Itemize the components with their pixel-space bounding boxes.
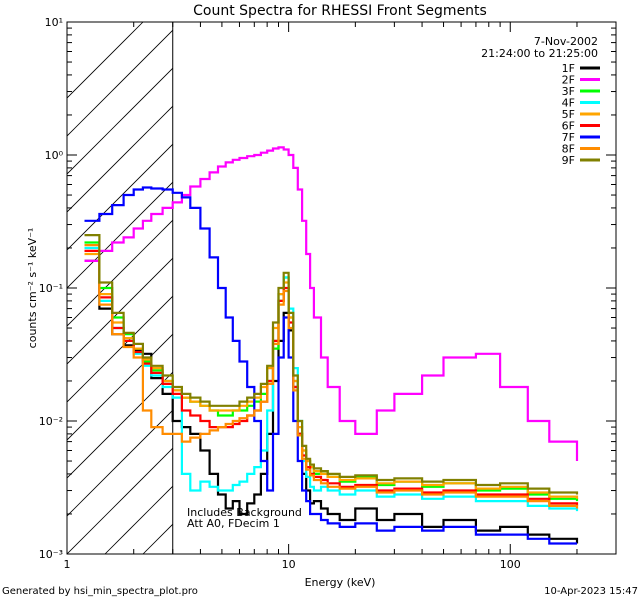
timestamp-footer: 10-Apr-2023 15:47 (544, 586, 638, 597)
x-axis-label: Energy (keV) (305, 576, 376, 589)
x-tick-label: 1 (64, 558, 71, 571)
legend-label-7F: 7F (562, 131, 575, 144)
hatch-line (67, 371, 173, 479)
x-tick-label: 10 (282, 558, 296, 571)
legend-label-1F: 1F (562, 62, 575, 75)
legend-label-4F: 4F (562, 97, 575, 110)
series-2F (84, 146, 579, 461)
hatch-line (67, 29, 173, 137)
hatch-line (67, 409, 173, 517)
axes: 1 10 100 10⁻³ 10⁻² 10⁻¹ 10⁰ 10¹ (39, 16, 617, 571)
plot-area (66, 21, 617, 555)
y-tick-label: 10⁻¹ (39, 282, 63, 295)
legend-label-2F: 2F (562, 74, 575, 87)
series-9F (84, 234, 579, 495)
y-tick-label: 10⁻³ (39, 548, 63, 561)
attenuator-annotation: Att A0, FDecim 1 (187, 517, 280, 530)
y-tick-label: 10⁰ (45, 149, 64, 162)
background-annotation: Includes Background (187, 506, 302, 519)
hatch-line (67, 257, 173, 365)
time-range-label: 21:24:00 to 21:25:00 (481, 47, 598, 60)
legend-label-9F: 9F (562, 154, 575, 167)
legend-label-5F: 5F (562, 108, 575, 121)
hatch-line (67, 105, 173, 213)
y-tick-label: 10¹ (45, 16, 63, 29)
chart-title: Count Spectra for RHESSI Front Segments (193, 3, 487, 19)
x-tick-label: 100 (500, 558, 521, 571)
y-tick-label: 10⁻² (39, 415, 63, 428)
date-label: 7-Nov-2002 (534, 35, 598, 48)
y-axis-label: counts cm⁻² s⁻¹ keV⁻¹ (26, 228, 39, 349)
series-group (84, 22, 579, 554)
generated-by-footer: Generated by hsi_min_spectra_plot.pro (2, 586, 198, 597)
legend-label-6F: 6F (562, 120, 575, 133)
hatch-line (67, 447, 173, 554)
hatch-line (67, 67, 173, 175)
series-7F (84, 186, 577, 545)
series-8F (84, 244, 579, 509)
legend-label-3F: 3F (562, 85, 575, 98)
legend-label-8F: 8F (562, 143, 575, 156)
